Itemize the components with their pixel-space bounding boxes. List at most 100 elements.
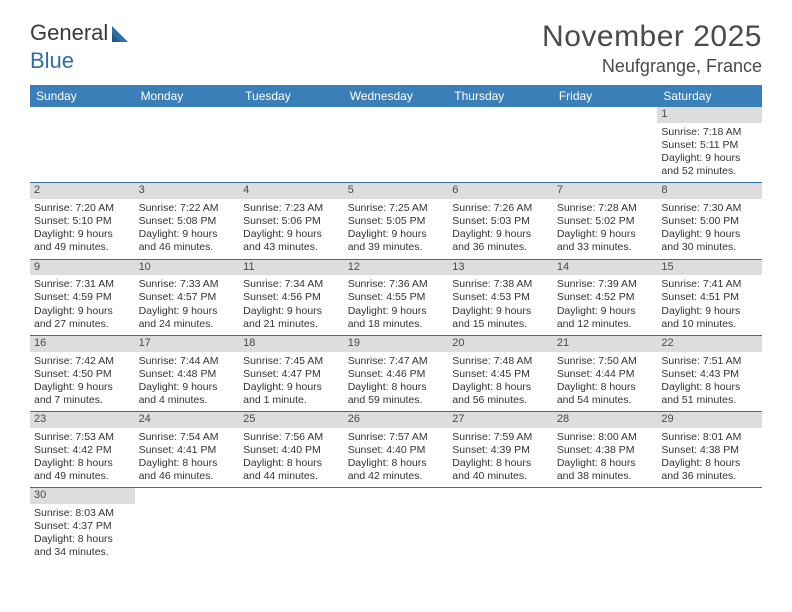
day-line-sunset: Sunset: 4:57 PM (139, 291, 236, 304)
day-line-sunrise: Sunrise: 7:28 AM (557, 202, 654, 215)
day-details: Sunrise: 7:56 AMSunset: 4:40 PMDaylight:… (243, 430, 340, 484)
day-number: 26 (344, 412, 449, 428)
day-details: Sunrise: 7:57 AMSunset: 4:40 PMDaylight:… (348, 430, 445, 484)
day-details: Sunrise: 7:59 AMSunset: 4:39 PMDaylight:… (452, 430, 549, 484)
day-details: Sunrise: 7:31 AMSunset: 4:59 PMDaylight:… (34, 277, 131, 331)
day-line-sunset: Sunset: 5:05 PM (348, 215, 445, 228)
day-number: 23 (30, 412, 135, 428)
day-details: Sunrise: 7:30 AMSunset: 5:00 PMDaylight:… (661, 201, 758, 255)
day-details: Sunrise: 7:34 AMSunset: 4:56 PMDaylight:… (243, 277, 340, 331)
day-details: Sunrise: 7:45 AMSunset: 4:47 PMDaylight:… (243, 354, 340, 408)
day-line-sunrise: Sunrise: 7:50 AM (557, 355, 654, 368)
day-line-sunrise: Sunrise: 7:20 AM (34, 202, 131, 215)
day-cell: 7Sunrise: 7:28 AMSunset: 5:02 PMDaylight… (553, 183, 658, 258)
day-cell: 26 Sunrise: 7:57 AMSunset: 4:40 PMDayligh… (344, 412, 449, 487)
header: General November 2025 Neufgrange, France (30, 20, 762, 77)
day-line-sunset: Sunset: 4:56 PM (243, 291, 340, 304)
day-line-sunset: Sunset: 4:38 PM (661, 444, 758, 457)
day-cell: 13Sunrise: 7:38 AMSunset: 4:53 PMDayligh… (448, 260, 553, 335)
day-details: Sunrise: 7:33 AMSunset: 4:57 PMDaylight:… (139, 277, 236, 331)
day-cell: 12Sunrise: 7:36 AMSunset: 4:55 PMDayligh… (344, 260, 449, 335)
day-number: 11 (239, 260, 344, 276)
day-line-sunset: Sunset: 5:11 PM (661, 139, 758, 152)
day-of-week-header: SundayMondayTuesdayWednesdayThursdayFrid… (30, 85, 762, 107)
day-line-sunrise: Sunrise: 7:33 AM (139, 278, 236, 291)
day-line-sunrise: Sunrise: 7:25 AM (348, 202, 445, 215)
day-line-d1: Daylight: 9 hours (243, 305, 340, 318)
dow-cell: Tuesday (239, 85, 344, 107)
day-number: 25 (239, 412, 344, 428)
day-number: 10 (135, 260, 240, 276)
day-details: Sunrise: 7:51 AMSunset: 4:43 PMDaylight:… (661, 354, 758, 408)
dow-cell: Saturday (657, 85, 762, 107)
day-line-sunrise: Sunrise: 7:41 AM (661, 278, 758, 291)
day-line-d1: Daylight: 8 hours (452, 457, 549, 470)
day-line-d1: Daylight: 9 hours (557, 305, 654, 318)
day-line-d2: and 4 minutes. (139, 394, 236, 407)
day-line-d2: and 59 minutes. (348, 394, 445, 407)
day-details: Sunrise: 7:50 AMSunset: 4:44 PMDaylight:… (557, 354, 654, 408)
day-number: 2 (30, 183, 135, 199)
day-line-sunrise: Sunrise: 7:56 AM (243, 431, 340, 444)
day-line-sunset: Sunset: 4:52 PM (557, 291, 654, 304)
day-cell: 9Sunrise: 7:31 AMSunset: 4:59 PMDaylight… (30, 260, 135, 335)
day-cell: 18Sunrise: 7:45 AMSunset: 4:47 PMDayligh… (239, 336, 344, 411)
day-cell: 8Sunrise: 7:30 AMSunset: 5:00 PMDaylight… (657, 183, 762, 258)
weeks-container: 1Sunrise: 7:18 AMSunset: 5:11 PMDaylight… (30, 107, 762, 564)
day-number: 19 (344, 336, 449, 352)
day-line-d2: and 34 minutes. (34, 546, 131, 559)
day-line-d2: and 54 minutes. (557, 394, 654, 407)
day-cell: 29 Sunrise: 8:01 AMSunset: 4:38 PMDayligh… (657, 412, 762, 487)
logo: General (30, 20, 132, 46)
day-line-d1: Daylight: 9 hours (34, 305, 131, 318)
day-details: Sunrise: 8:01 AMSunset: 4:38 PMDaylight:… (661, 430, 758, 484)
day-line-d2: and 38 minutes. (557, 470, 654, 483)
day-line-d2: and 24 minutes. (139, 318, 236, 331)
day-cell: 24Sunrise: 7:54 AMSunset: 4:41 PMDayligh… (135, 412, 240, 487)
day-number: 5 (344, 183, 449, 199)
day-line-sunrise: Sunrise: 7:22 AM (139, 202, 236, 215)
day-line-d2: and 21 minutes. (243, 318, 340, 331)
day-line-d2: and 36 minutes. (452, 241, 549, 254)
day-line-sunrise: Sunrise: 7:36 AM (348, 278, 445, 291)
day-number: 29 (657, 412, 762, 428)
day-details: Sunrise: 7:53 AMSunset: 4:42 PMDaylight:… (34, 430, 131, 484)
day-details: Sunrise: 7:36 AMSunset: 4:55 PMDaylight:… (348, 277, 445, 331)
day-line-sunrise: Sunrise: 7:48 AM (452, 355, 549, 368)
day-number: 22 (657, 336, 762, 352)
day-line-d2: and 27 minutes. (34, 318, 131, 331)
day-details: Sunrise: 7:54 AMSunset: 4:41 PMDaylight:… (139, 430, 236, 484)
day-details: Sunrise: 7:44 AMSunset: 4:48 PMDaylight:… (139, 354, 236, 408)
day-cell: 17 Sunrise: 7:44 AMSunset: 4:48 PMDayligh… (135, 336, 240, 411)
day-line-d1: Daylight: 8 hours (348, 381, 445, 394)
day-cell: 30Sunrise: 8:03 AMSunset: 4:37 PMDayligh… (30, 488, 135, 563)
day-number: 9 (30, 260, 135, 276)
day-line-d1: Daylight: 9 hours (452, 228, 549, 241)
day-line-d2: and 33 minutes. (557, 241, 654, 254)
day-details: Sunrise: 7:48 AMSunset: 4:45 PMDaylight:… (452, 354, 549, 408)
day-number: 17 (135, 336, 240, 352)
day-cell (239, 107, 344, 182)
day-line-d1: Daylight: 9 hours (139, 305, 236, 318)
day-line-sunrise: Sunrise: 8:03 AM (34, 507, 131, 520)
day-line-sunset: Sunset: 4:59 PM (34, 291, 131, 304)
day-line-sunset: Sunset: 4:48 PM (139, 368, 236, 381)
day-number: 1 (657, 107, 762, 123)
day-cell: 21Sunrise: 7:50 AMSunset: 4:44 PMDayligh… (553, 336, 658, 411)
day-line-sunrise: Sunrise: 7:47 AM (348, 355, 445, 368)
day-cell: 20Sunrise: 7:48 AMSunset: 4:45 PMDayligh… (448, 336, 553, 411)
day-line-d2: and 40 minutes. (452, 470, 549, 483)
day-line-d1: Daylight: 8 hours (452, 381, 549, 394)
day-cell: 2Sunrise: 7:20 AMSunset: 5:10 PMDaylight… (30, 183, 135, 258)
day-line-sunrise: Sunrise: 7:59 AM (452, 431, 549, 444)
day-line-sunrise: Sunrise: 7:54 AM (139, 431, 236, 444)
day-line-sunset: Sunset: 4:43 PM (661, 368, 758, 381)
month-title: November 2025 (542, 20, 762, 54)
week-row: 9Sunrise: 7:31 AMSunset: 4:59 PMDaylight… (30, 260, 762, 336)
day-cell: 23 Sunrise: 7:53 AMSunset: 4:42 PMDayligh… (30, 412, 135, 487)
day-line-sunset: Sunset: 5:03 PM (452, 215, 549, 228)
day-cell (448, 107, 553, 182)
day-line-d2: and 51 minutes. (661, 394, 758, 407)
day-line-d1: Daylight: 8 hours (243, 457, 340, 470)
day-line-d2: and 7 minutes. (34, 394, 131, 407)
